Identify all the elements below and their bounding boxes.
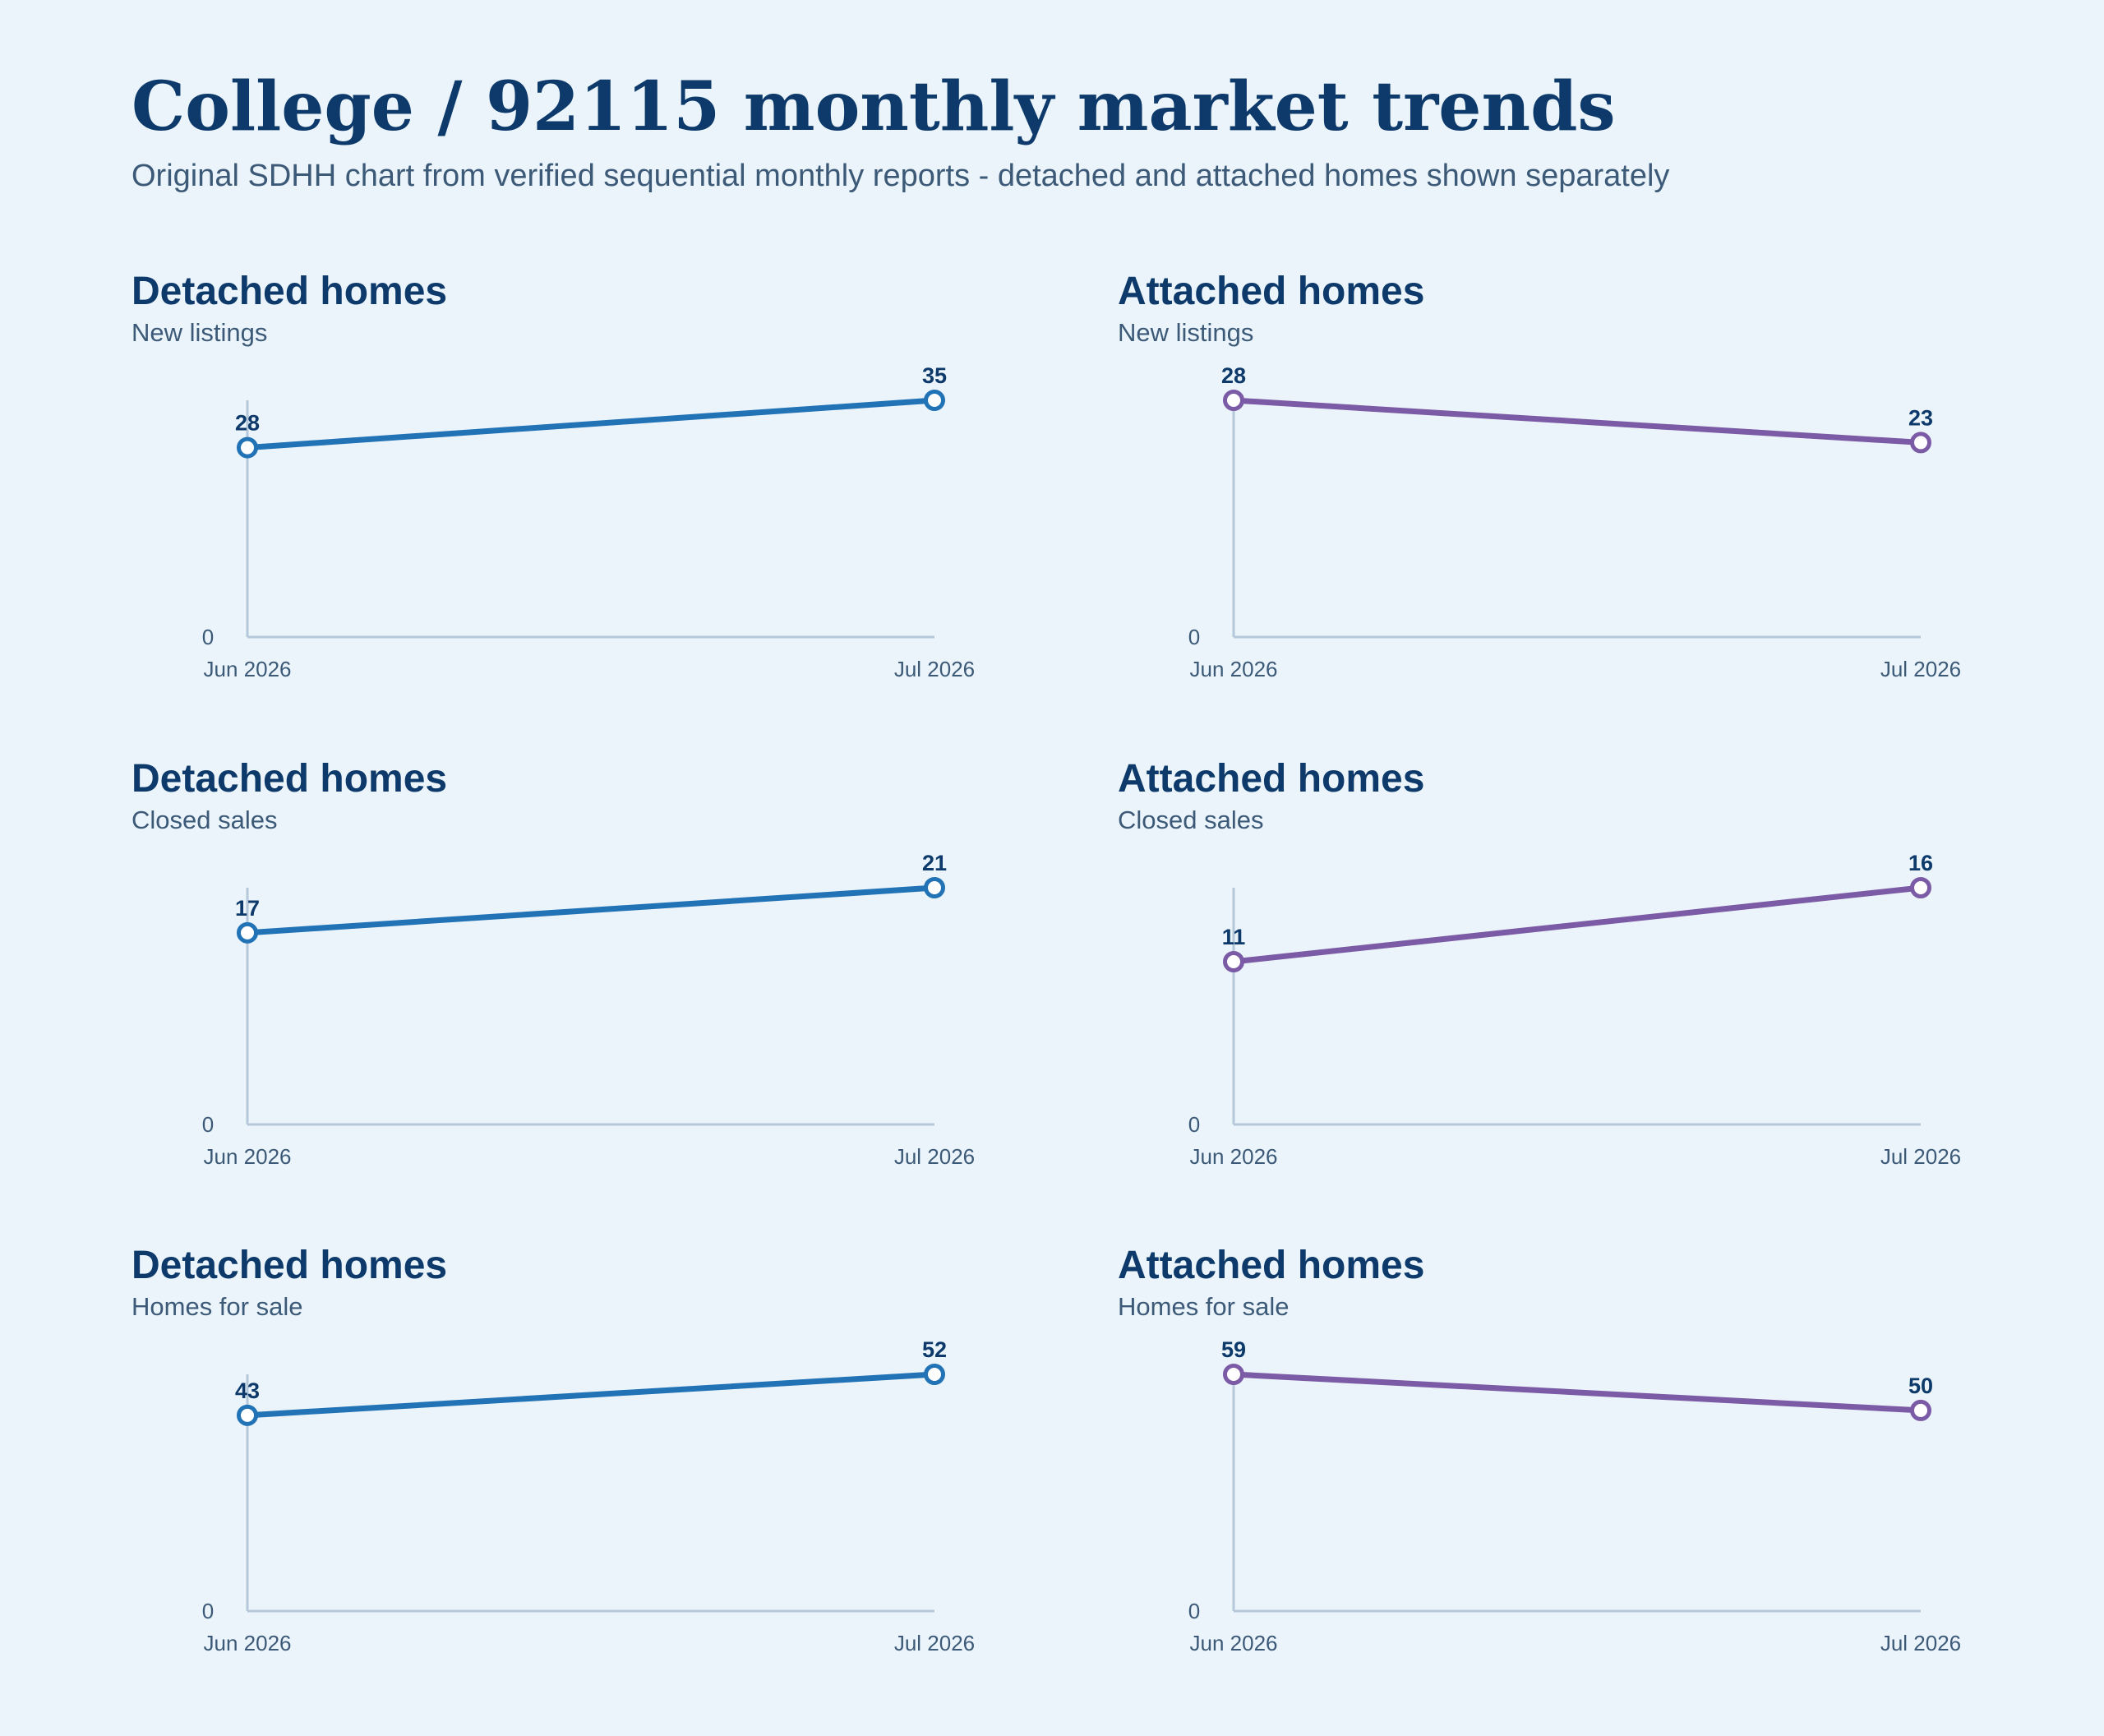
chart-panel: Detached homes Homes for sale 0 Jun 2026 Jul… [132, 1241, 1036, 1701]
panel-title: Attached homes [1118, 270, 1425, 313]
series-line [1230, 397, 1924, 446]
series-line [244, 884, 938, 936]
panel-subtitle: Closed sales [1118, 806, 1264, 834]
y-tick-label: 0 [1188, 1112, 1200, 1137]
line-chart: 0 Jun 2026 Jul 2026 28 35 [202, 363, 975, 681]
chart-panel: Attached homes Homes for sale 0 Jun 2026 Jul… [1118, 1241, 2022, 1701]
page-subtitle: Original SDHH chart from verified sequen… [132, 159, 1670, 193]
data-point [1223, 390, 1244, 411]
panel-title: Attached homes [1118, 1244, 1425, 1287]
x-tick-label: Jul 2026 [1880, 1144, 1961, 1169]
data-point [237, 1404, 258, 1426]
x-tick-label: Jul 2026 [894, 1631, 975, 1655]
series-line [1230, 884, 1924, 965]
line-chart: 0 Jun 2026 Jul 2026 11 16 [1188, 851, 1961, 1169]
y-tick-label: 0 [202, 625, 214, 649]
y-tick-label: 0 [202, 1112, 214, 1137]
data-label: 23 [1908, 405, 1933, 430]
panel-title: Attached homes [1118, 757, 1425, 801]
panel-title: Detached homes [132, 270, 448, 313]
line-chart: 0 Jun 2026 Jul 2026 43 52 [202, 1337, 975, 1655]
y-tick-label: 0 [1188, 1599, 1200, 1623]
x-tick-label: Jun 2026 [1190, 1631, 1278, 1655]
chart-panel: Detached homes Closed sales 0 Jun 2026 Jul 2… [132, 755, 1036, 1215]
data-point [237, 436, 258, 459]
x-tick-label: Jul 2026 [894, 657, 975, 681]
data-label: 21 [922, 851, 947, 875]
page-title: College / 92115 monthly market trends [132, 67, 1616, 146]
data-label: 11 [1222, 925, 1246, 949]
panel-subtitle: New listings [1118, 318, 1254, 347]
data-label: 52 [922, 1337, 947, 1362]
chart-panel: Detached homes New listings 0 Jun 2026 Jul 2… [132, 267, 1036, 727]
data-point [1223, 951, 1244, 972]
data-label: 28 [1221, 363, 1246, 388]
data-label: 43 [235, 1378, 260, 1403]
data-point [1910, 877, 1931, 898]
data-point [1910, 1399, 1931, 1421]
data-point [924, 877, 945, 898]
data-point [924, 1364, 945, 1385]
x-tick-label: Jun 2026 [204, 657, 292, 681]
x-tick-label: Jul 2026 [1880, 1631, 1961, 1655]
series-line [244, 397, 938, 451]
panel-subtitle: Homes for sale [1118, 1292, 1290, 1321]
data-label: 35 [922, 363, 947, 388]
data-label: 17 [235, 896, 260, 921]
chart-panel: Attached homes Closed sales 0 Jun 2026 Jul 2… [1118, 755, 2022, 1215]
line-chart: 0 Jun 2026 Jul 2026 17 21 [202, 851, 975, 1169]
x-tick-label: Jun 2026 [1190, 1144, 1278, 1169]
data-point [1223, 1364, 1244, 1385]
x-tick-label: Jun 2026 [204, 1144, 292, 1169]
panel-title: Detached homes [132, 1244, 448, 1287]
data-point [924, 390, 945, 411]
panel-title: Detached homes [132, 757, 448, 801]
x-tick-label: Jun 2026 [1190, 657, 1278, 681]
y-tick-label: 0 [1188, 625, 1200, 649]
x-tick-label: Jul 2026 [1880, 657, 1961, 681]
data-point [1910, 432, 1931, 454]
line-chart: 0 Jun 2026 Jul 2026 28 23 [1188, 363, 1961, 681]
chart-panel: Attached homes New listings 0 Jun 2026 Jul 2… [1118, 267, 2022, 727]
data-label: 16 [1908, 851, 1933, 875]
data-label: 50 [1908, 1374, 1933, 1398]
panel-subtitle: Closed sales [132, 806, 278, 834]
series-line [1230, 1371, 1924, 1414]
data-label: 28 [235, 411, 260, 436]
x-tick-label: Jul 2026 [894, 1144, 975, 1169]
line-chart: 0 Jun 2026 Jul 2026 59 50 [1188, 1337, 1961, 1655]
series-line [244, 1371, 938, 1419]
data-label: 59 [1221, 1337, 1246, 1362]
panel-subtitle: Homes for sale [132, 1292, 303, 1321]
x-tick-label: Jun 2026 [204, 1631, 292, 1655]
data-point [237, 921, 258, 944]
y-tick-label: 0 [202, 1599, 214, 1623]
panel-subtitle: New listings [132, 318, 268, 347]
